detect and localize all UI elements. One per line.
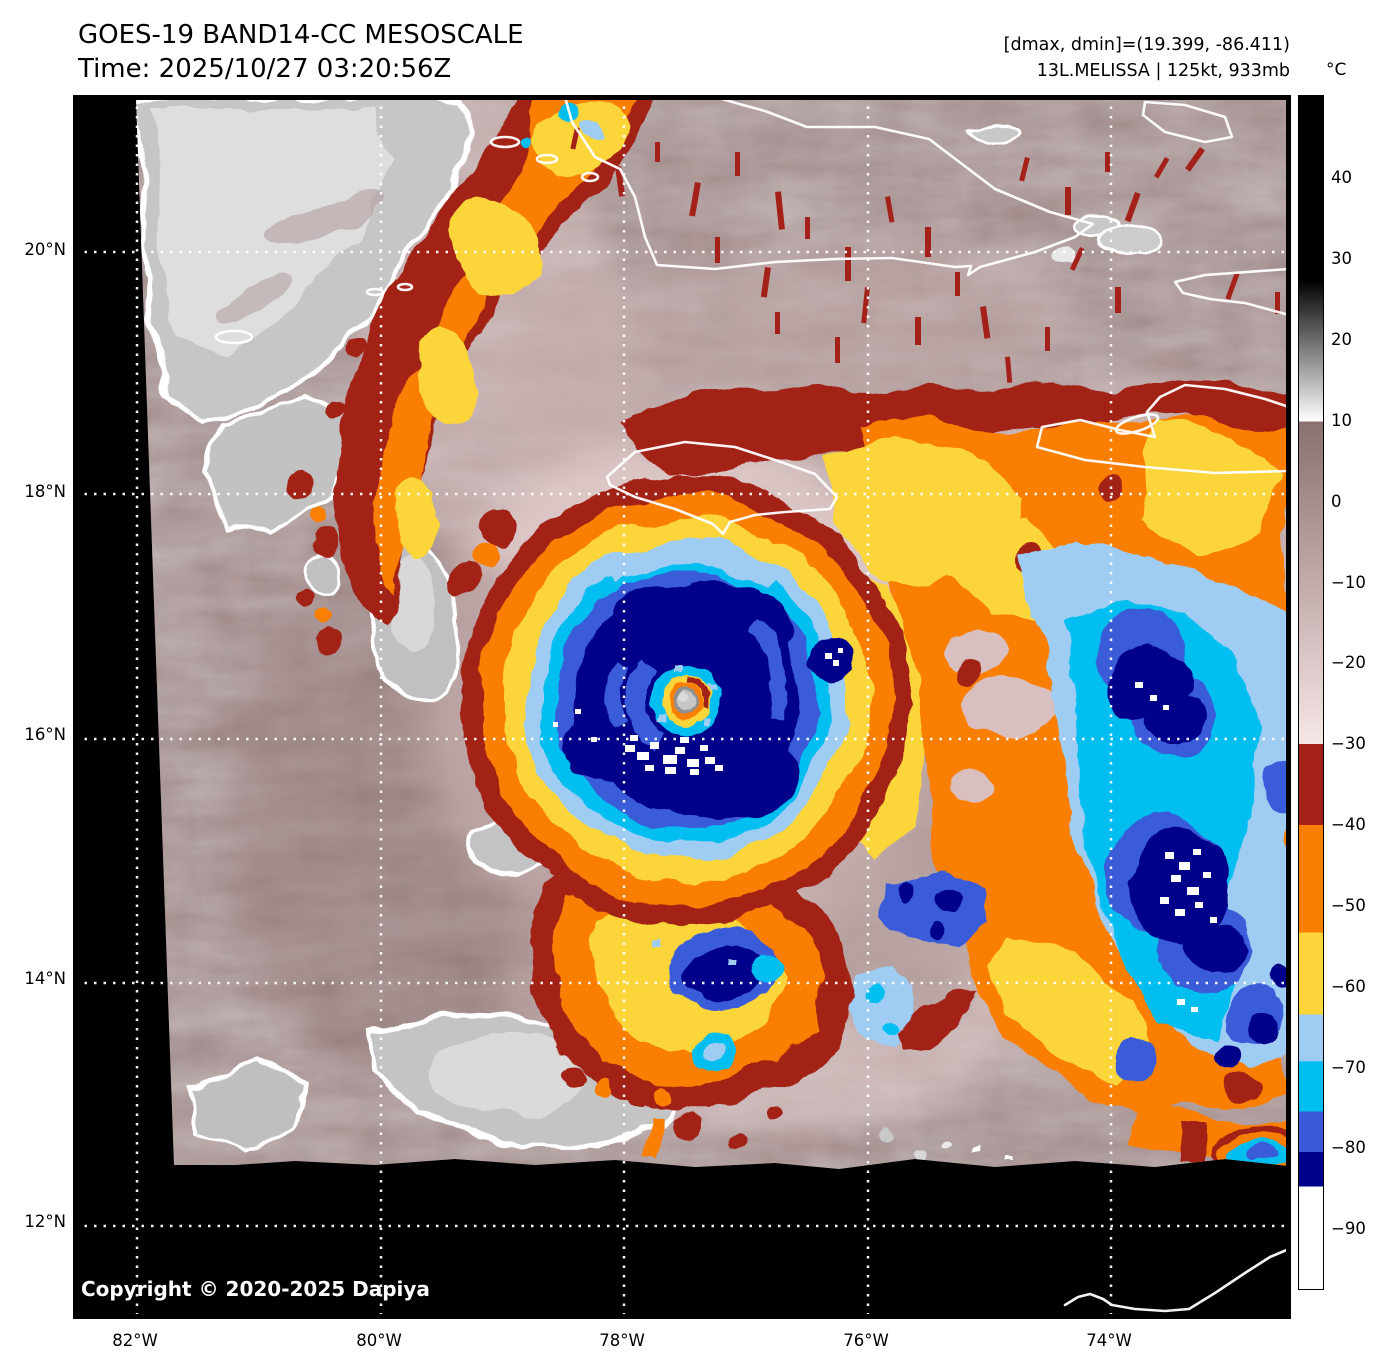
product-title: GOES-19 BAND14-CC MESOSCALE <box>78 20 524 50</box>
coastline-haiti-nw-claw <box>1173 267 1289 317</box>
satellite-imagery-svg <box>75 97 1289 1317</box>
lat-tick-20n: 20°N <box>24 240 66 259</box>
coastline-little-cayman <box>396 282 414 292</box>
cbar-tick-n90: −90 <box>1331 1219 1366 1238</box>
satellite-map: Copyright © 2020-2025 Dapiya <box>73 95 1291 1319</box>
cbar-tick-0: 0 <box>1331 492 1342 511</box>
cbar-tick-n70: −70 <box>1331 1058 1366 1077</box>
lat-tick-14n: 14°N <box>24 969 66 988</box>
product-header: GOES-19 BAND14-CC MESOSCALE Time: 2025/1… <box>78 18 524 86</box>
coastline-haiti-gulf <box>1035 383 1289 475</box>
coastline-cuban-cays-1 <box>489 135 521 149</box>
cbar-tick-n80: −80 <box>1331 1138 1366 1157</box>
lat-tick-18n: 18°N <box>24 482 66 501</box>
coastline-cuba <box>563 97 1095 277</box>
cbar-tick-40: 40 <box>1331 168 1352 187</box>
lon-tick-78w: 78°W <box>599 1331 645 1350</box>
cbar-tick-n10: −10 <box>1331 573 1366 592</box>
coastline-great-inagua <box>1141 100 1234 144</box>
cbar-tick-20: 20 <box>1331 330 1352 349</box>
coastline-cuban-cays-2 <box>535 153 559 165</box>
data-region <box>136 97 1289 1169</box>
gridlines <box>75 97 1289 1317</box>
lon-tick-74w: 74°W <box>1086 1331 1132 1350</box>
cbar-tick-10: 10 <box>1331 411 1352 430</box>
lon-tick-82w: 82°W <box>112 1331 158 1350</box>
cbar-tick-n30: −30 <box>1331 734 1366 753</box>
dmax-dmin-annotation: [dmax, dmin]=(19.399, -86.411) <box>1003 35 1290 55</box>
red-speckles <box>570 127 1280 383</box>
coastline-gonave <box>1114 413 1160 435</box>
storm-info-annotation: 13L.MELISSA | 125kt, 933mb <box>1036 61 1290 81</box>
east-mass-cold <box>850 542 1289 1169</box>
cbar-tick-n50: −50 <box>1331 896 1366 915</box>
cbar-tick-n60: −60 <box>1331 977 1366 996</box>
coastlines <box>214 97 1289 1313</box>
lat-tick-16n: 16°N <box>24 725 66 744</box>
coastline-jamaica <box>605 440 839 536</box>
map-frame <box>75 97 1289 1317</box>
coastline-cayman-brac <box>365 287 385 297</box>
cbar-tick-n20: −20 <box>1331 653 1366 672</box>
hurricane-eye <box>626 640 746 760</box>
cbar-tick-n40: −40 <box>1331 815 1366 834</box>
copyright: Copyright © 2020-2025 Dapiya <box>81 1277 430 1301</box>
gray-cloud-decks <box>136 97 1169 1148</box>
lon-tick-76w: 76°W <box>843 1331 889 1350</box>
colorbar-unit-label: °C <box>1326 60 1347 80</box>
temperature-colorbar <box>1298 95 1324 1290</box>
north-rainband <box>286 97 655 655</box>
annotation-header: [dmax, dmin]=(19.399, -86.411) 13L.MELIS… <box>1004 32 1290 84</box>
lon-tick-80w: 80°W <box>356 1331 402 1350</box>
cbar-tick-30: 30 <box>1331 249 1352 268</box>
hurricane-core <box>461 475 911 925</box>
product-timestamp: Time: 2025/10/27 03:20:56Z <box>78 54 452 84</box>
lat-tick-12n: 12°N <box>24 1212 66 1231</box>
coastline-cuban-cays-3 <box>580 171 600 183</box>
coastline-colombia <box>1063 1247 1289 1313</box>
south-complex <box>530 849 1012 1162</box>
coastline-grand-cayman <box>214 329 254 345</box>
